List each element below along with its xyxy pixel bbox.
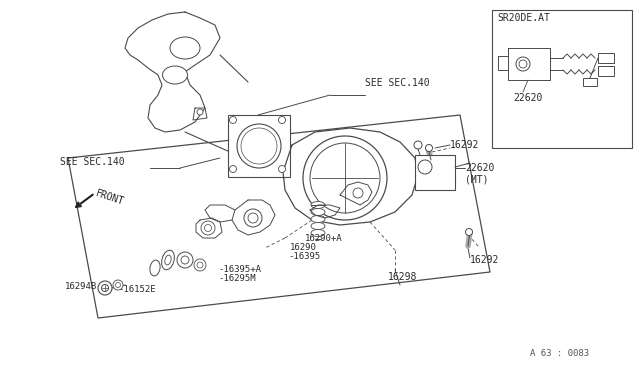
Circle shape — [197, 109, 203, 115]
Text: 16290: 16290 — [290, 243, 317, 252]
Text: 16290+A: 16290+A — [305, 234, 342, 243]
Circle shape — [205, 224, 211, 231]
Bar — [415, 155, 455, 190]
Circle shape — [310, 143, 380, 213]
Circle shape — [230, 116, 237, 124]
Circle shape — [177, 252, 193, 268]
Ellipse shape — [311, 202, 325, 208]
Bar — [598, 53, 614, 63]
Text: 16294B: 16294B — [65, 282, 97, 291]
Circle shape — [426, 144, 433, 151]
Circle shape — [465, 228, 472, 235]
Circle shape — [418, 160, 432, 174]
Text: 16292: 16292 — [470, 255, 499, 265]
Bar — [598, 66, 614, 76]
Ellipse shape — [165, 255, 171, 265]
Circle shape — [278, 116, 285, 124]
Circle shape — [98, 281, 112, 295]
Circle shape — [516, 57, 530, 71]
Text: -16152E: -16152E — [118, 285, 156, 294]
Ellipse shape — [311, 230, 325, 237]
Text: SEE SEC.140: SEE SEC.140 — [60, 157, 125, 167]
Ellipse shape — [163, 66, 188, 84]
Text: 22620: 22620 — [513, 93, 542, 103]
Circle shape — [278, 166, 285, 173]
Ellipse shape — [311, 215, 325, 222]
Circle shape — [113, 280, 123, 290]
Text: A 63 : 0083: A 63 : 0083 — [530, 349, 589, 358]
Text: SR20DE.AT: SR20DE.AT — [497, 13, 550, 23]
Circle shape — [201, 221, 215, 235]
Circle shape — [230, 166, 237, 173]
Ellipse shape — [311, 222, 325, 230]
Circle shape — [353, 188, 363, 198]
Circle shape — [237, 124, 281, 168]
Circle shape — [115, 282, 120, 288]
Circle shape — [181, 256, 189, 264]
Text: -16295M: -16295M — [218, 274, 255, 283]
Bar — [583, 78, 597, 86]
Ellipse shape — [170, 37, 200, 59]
Circle shape — [244, 209, 262, 227]
Ellipse shape — [311, 208, 325, 215]
Ellipse shape — [150, 260, 160, 276]
Circle shape — [519, 60, 527, 68]
Text: 16292: 16292 — [450, 140, 479, 150]
Circle shape — [197, 262, 203, 268]
Text: -16395+A: -16395+A — [218, 265, 261, 274]
Text: 16298: 16298 — [388, 272, 417, 282]
Circle shape — [248, 213, 258, 223]
Circle shape — [194, 259, 206, 271]
Circle shape — [414, 141, 422, 149]
Text: FRONT: FRONT — [94, 188, 125, 206]
Ellipse shape — [162, 250, 174, 270]
Circle shape — [303, 136, 387, 220]
Text: 22620
(MT): 22620 (MT) — [465, 163, 494, 185]
Text: -16395: -16395 — [288, 252, 320, 261]
Bar — [228, 115, 290, 177]
Bar — [492, 10, 632, 148]
Text: SEE SEC.140: SEE SEC.140 — [365, 78, 429, 88]
Circle shape — [241, 128, 277, 164]
Circle shape — [102, 285, 109, 292]
